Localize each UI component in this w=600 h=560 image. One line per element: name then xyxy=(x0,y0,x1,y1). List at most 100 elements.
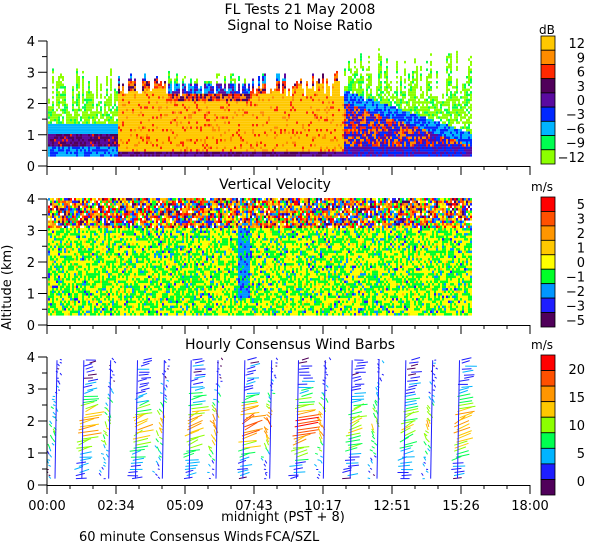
y-tick-label: 0 xyxy=(27,160,35,175)
wind-barb xyxy=(250,361,260,364)
wind-barb xyxy=(247,369,257,373)
wind-barb xyxy=(102,434,106,440)
colorbar-2: 20 15 10 5 0 xyxy=(540,354,585,496)
wind-barb xyxy=(184,429,200,437)
y-tick-label: 4 xyxy=(27,35,35,50)
wind-barb xyxy=(325,384,329,388)
wind-barb xyxy=(371,428,375,434)
wind-barb xyxy=(325,373,329,376)
wind-barb xyxy=(193,381,204,385)
wind-barb xyxy=(47,450,50,455)
wind-barb xyxy=(211,408,216,413)
wind-barb xyxy=(87,373,97,376)
wind-barb xyxy=(263,416,269,422)
wind-barb xyxy=(214,389,218,391)
wind-barb xyxy=(411,357,421,361)
wind-barb xyxy=(47,443,51,449)
wind-barb xyxy=(135,441,152,446)
wind-barb xyxy=(347,427,363,434)
wind-barb xyxy=(164,394,167,397)
wind-barb xyxy=(292,432,316,437)
wind-barb xyxy=(371,446,375,449)
wind-barb xyxy=(295,452,309,458)
wind-barb xyxy=(103,464,106,467)
wind-barb xyxy=(432,389,436,391)
x-axis-label: midnight (PST + 8) xyxy=(221,510,345,525)
wind-barb xyxy=(299,390,309,394)
wind-barb xyxy=(464,375,474,379)
wind-barb xyxy=(158,422,163,428)
plot-area-0 xyxy=(48,48,472,157)
wind-barb xyxy=(275,357,279,361)
wind-barb xyxy=(457,406,472,413)
colorbar-swatch xyxy=(540,354,556,371)
wind-barb xyxy=(266,417,271,425)
colorbar-swatch xyxy=(540,64,556,80)
wind-barb xyxy=(345,439,361,443)
velocity-colorbar-unit: m/s xyxy=(531,180,553,194)
wind-barb xyxy=(462,369,474,373)
colorbar-label: −2 xyxy=(566,285,585,300)
wind-barb-staff xyxy=(54,360,58,479)
wind-barb xyxy=(456,432,471,440)
wind-barb xyxy=(320,455,323,458)
y-tick-label: 2 xyxy=(27,256,35,271)
wind-barb xyxy=(212,458,216,461)
wind-barb xyxy=(317,426,321,434)
wind-barb xyxy=(136,403,151,410)
wind-barb xyxy=(319,431,325,437)
wind-barb xyxy=(463,374,475,376)
wind-barb-column xyxy=(127,357,154,480)
wind-barb xyxy=(411,371,422,373)
wind-barb xyxy=(242,445,261,449)
wind-barb xyxy=(185,464,198,467)
colorbar-label: 15 xyxy=(568,391,585,406)
wind-barb xyxy=(164,375,167,379)
wind-barb xyxy=(319,460,323,464)
wind-barb xyxy=(188,427,204,434)
wind-barb xyxy=(188,412,205,416)
wind-barb xyxy=(403,429,416,437)
wind-barb xyxy=(267,392,271,397)
wind-barb xyxy=(353,378,362,382)
wind-barb xyxy=(453,426,471,434)
colorbar-label: −6 xyxy=(566,122,585,137)
wind-barb xyxy=(349,415,367,419)
wind-barb xyxy=(319,432,323,440)
wind-barb xyxy=(136,390,146,394)
wind-barb xyxy=(111,390,115,394)
wind-barb xyxy=(76,438,92,443)
colorbar-label: 0 xyxy=(577,475,585,490)
wind-barb xyxy=(110,369,114,373)
wind-barb xyxy=(57,389,61,391)
wind-barb xyxy=(372,407,376,412)
wind-barb xyxy=(47,459,51,461)
wind-barb xyxy=(320,397,324,400)
wind-barb xyxy=(242,440,257,446)
wind-barb xyxy=(83,414,102,419)
wind-barb xyxy=(244,419,263,428)
wind-barb xyxy=(141,377,152,379)
plot-area-2 xyxy=(46,357,477,480)
y-tick-label: 2 xyxy=(27,415,35,430)
wind-barb xyxy=(408,384,418,388)
wind-barb-column xyxy=(74,359,105,480)
wind-barb xyxy=(48,464,52,467)
wind-barb-column xyxy=(288,357,322,480)
wind-barb xyxy=(243,385,254,388)
y-axis-label: Altitude (km) xyxy=(0,244,15,330)
wind-barb xyxy=(59,361,62,364)
colorbar-label: 10 xyxy=(568,419,585,434)
wind-barb xyxy=(317,473,321,476)
wind-barb xyxy=(135,429,154,434)
wind-barb xyxy=(453,472,465,477)
wind-barb xyxy=(264,473,268,476)
wind-barb xyxy=(314,463,318,467)
wind-barb xyxy=(168,359,171,361)
wind-barb xyxy=(423,461,426,464)
wind-barb xyxy=(243,412,256,422)
wind-barb xyxy=(367,477,371,480)
y-tick-label: 0 xyxy=(27,479,35,494)
colorbar-swatch xyxy=(540,479,556,496)
wind-barb-staff xyxy=(188,360,192,479)
